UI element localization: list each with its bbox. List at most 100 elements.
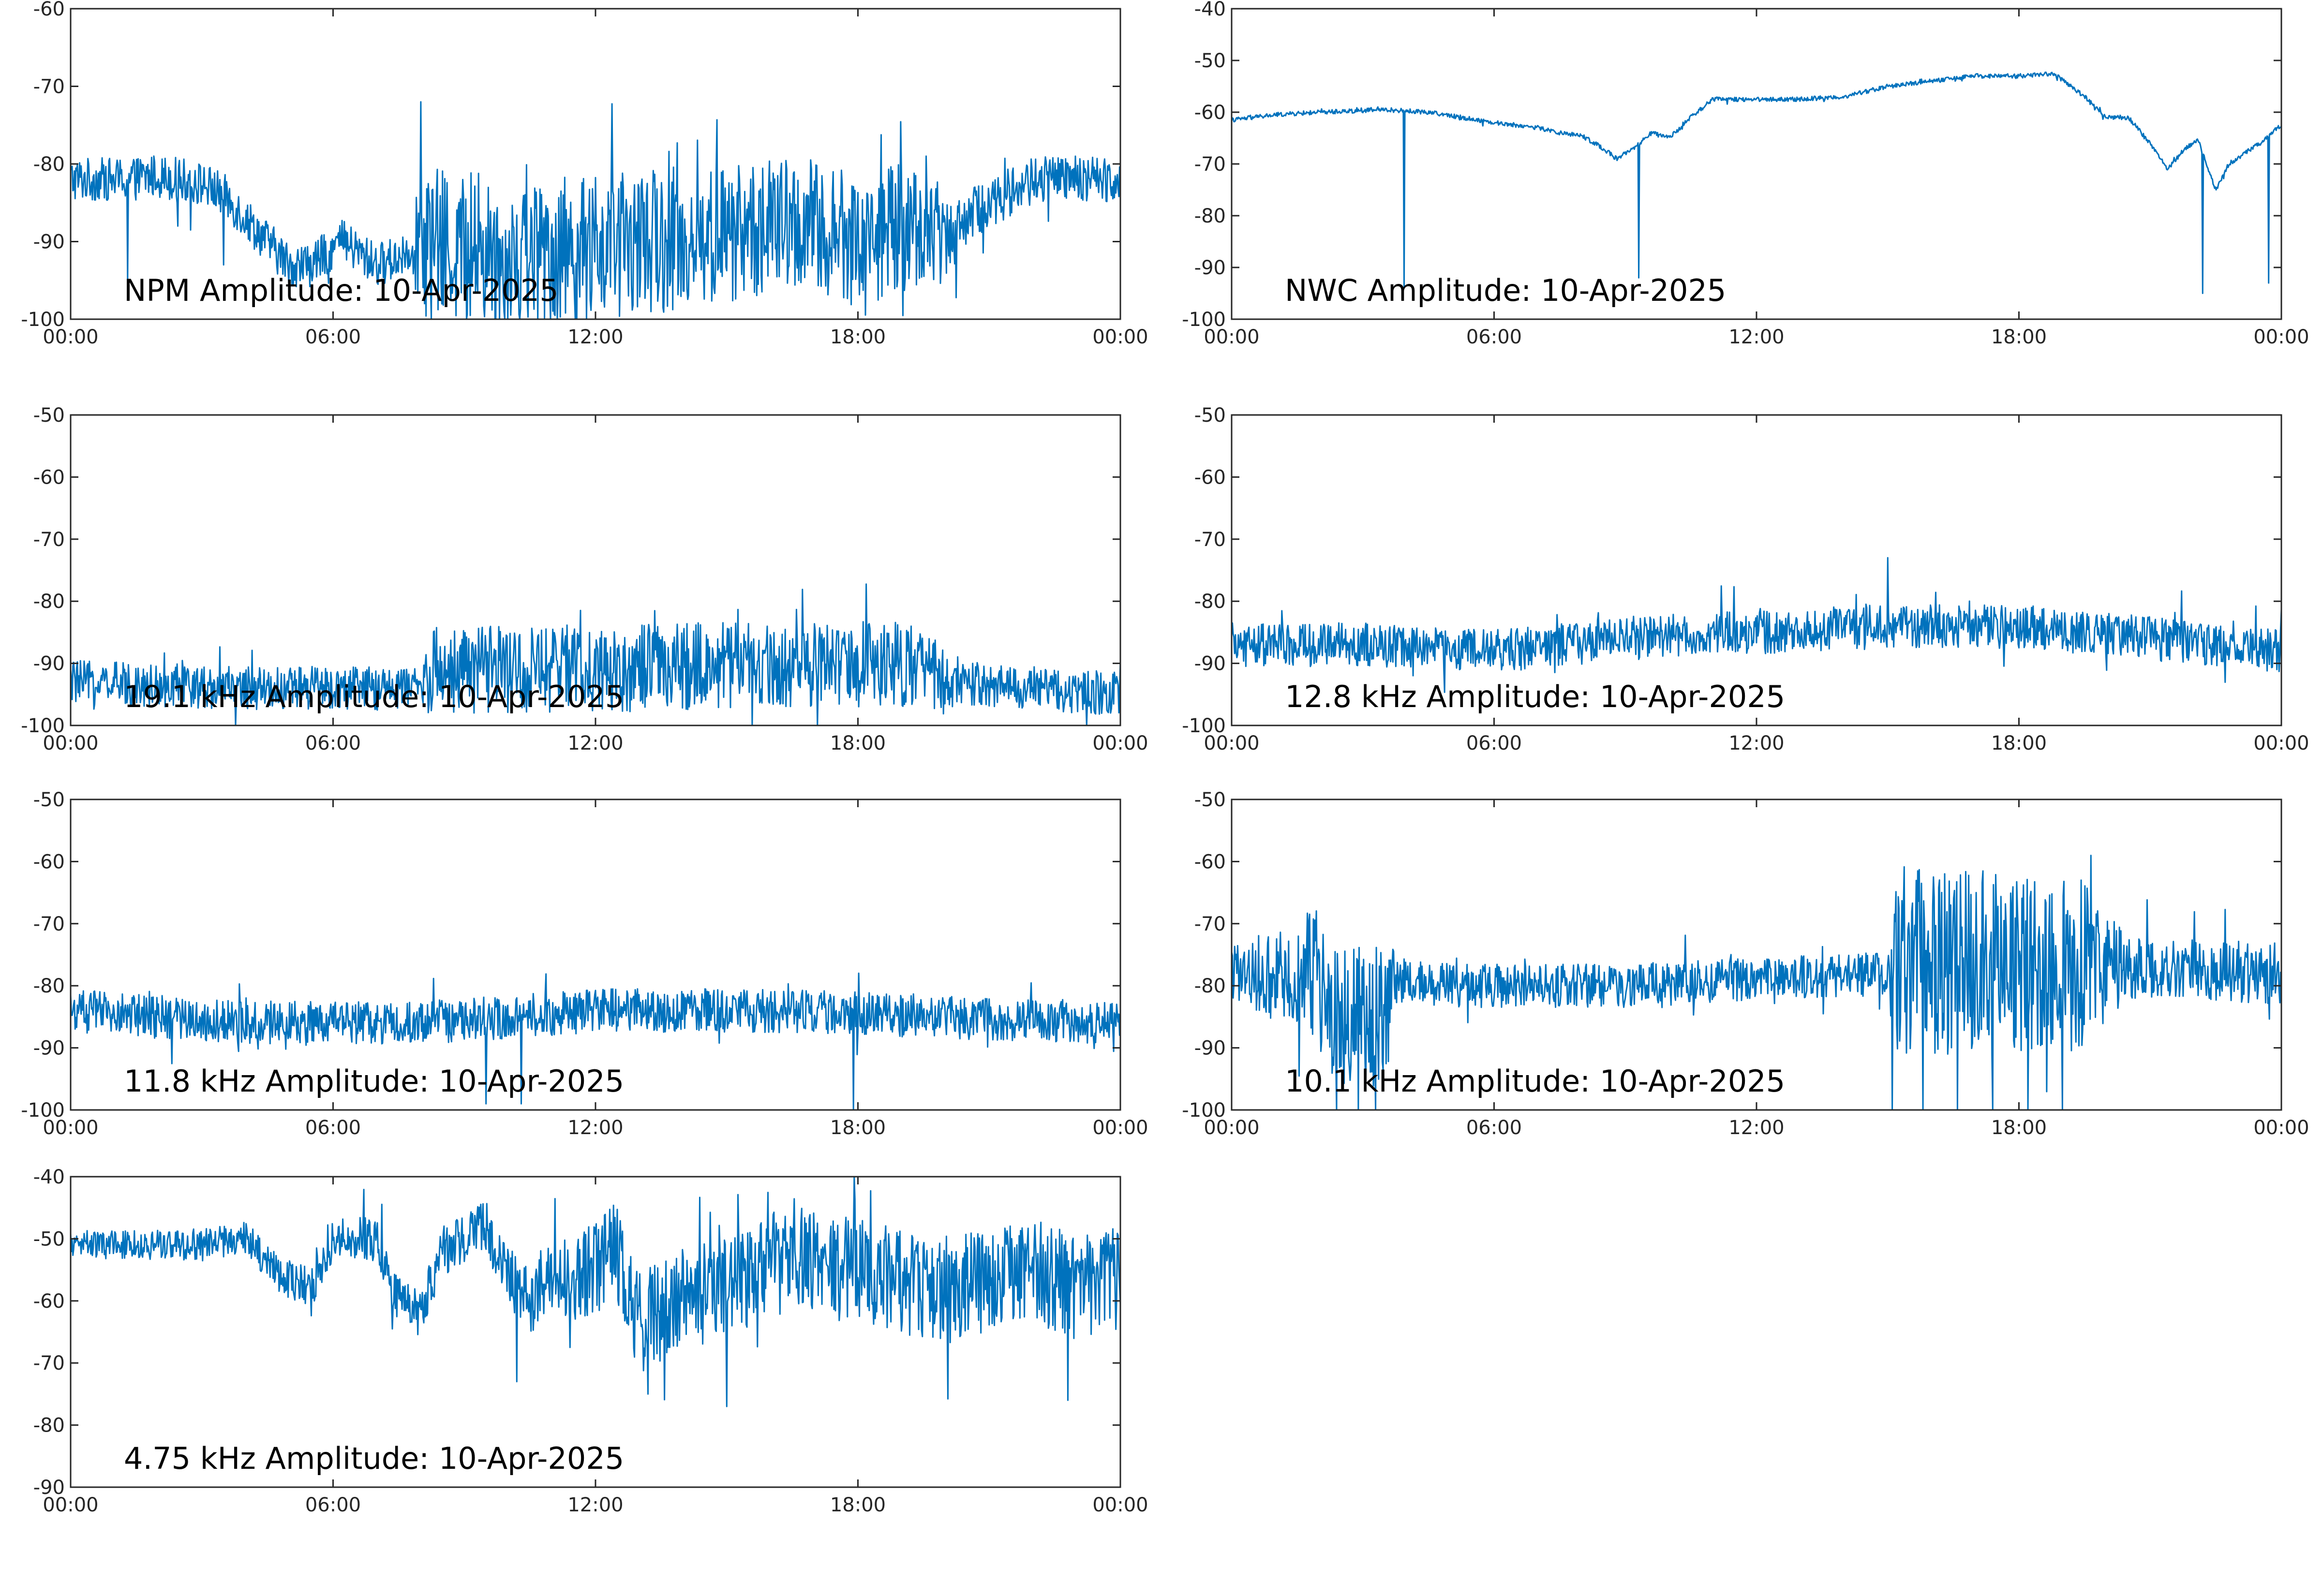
x-tick-label: 18:00	[1991, 1117, 2047, 1139]
series-line	[70, 101, 1121, 320]
x-tick-label: 18:00	[1991, 732, 2047, 754]
y-tick-label: -60	[1194, 102, 1226, 124]
y-tick-label: -80	[33, 975, 65, 997]
x-tick-label: 12:00	[567, 1494, 623, 1516]
y-tick-label: -90	[1194, 257, 1226, 279]
x-tick-label: 00:00	[2253, 732, 2309, 754]
x-tick-label: 06:00	[1466, 732, 1522, 754]
x-tick-label: 12:00	[1728, 1117, 1784, 1139]
chart-4-75-khz-amplitude: -40 -50 -60 -70 -80 -90 00:00 06:00 12:00 18:00 00…	[0, 1166, 1161, 1516]
x-tick-label: 00:00	[43, 326, 98, 348]
x-tick-label: 00:00	[1092, 1494, 1148, 1516]
chart-title: 19.1 kHz Amplitude: 10-Apr-2025	[124, 679, 624, 714]
y-tick-label: -80	[1194, 205, 1226, 227]
chart-10-1-khz-amplitude: -50 -60 -70 -80 -90 -100 00:00 06:00 12:00 18:00 0…	[1161, 789, 2322, 1139]
chart-title: NPM Amplitude: 10-Apr-2025	[124, 273, 559, 308]
chart-12-8-khz-amplitude: -50 -60 -70 -80 -90 -100 00:00 06:00 12:00 18:00 0…	[1161, 404, 2322, 754]
series-line	[1231, 557, 2282, 693]
x-tick-label: 12:00	[1728, 732, 1784, 754]
y-tick-label: -80	[33, 153, 65, 176]
y-tick-label: -40	[1194, 0, 1226, 20]
x-tick-label: 06:00	[1466, 1117, 1522, 1139]
y-tick-label: -70	[33, 529, 65, 551]
y-tick-label: -100	[1182, 309, 1226, 331]
y-tick-label: -60	[33, 0, 65, 20]
y-tick-label: -90	[33, 231, 65, 253]
x-tick-label: 12:00	[567, 1117, 623, 1139]
x-tick-label: 06:00	[305, 326, 361, 348]
chart-title: 4.75 kHz Amplitude: 10-Apr-2025	[124, 1441, 624, 1476]
y-tick-label: -100	[1182, 1099, 1226, 1122]
x-tick-label: 00:00	[1204, 1117, 1259, 1139]
y-tick-label: -100	[21, 715, 65, 737]
y-tick-label: -100	[21, 1099, 65, 1122]
y-tick-label: -80	[33, 591, 65, 613]
x-tick-label: 12:00	[1728, 326, 1784, 348]
y-tick-label: -50	[1194, 789, 1226, 811]
series-line	[1231, 71, 2282, 294]
x-tick-label: 00:00	[1204, 326, 1259, 348]
y-tick-label: -90	[1194, 1037, 1226, 1060]
y-tick-label: -80	[1194, 591, 1226, 613]
y-tick-label: -90	[33, 1037, 65, 1060]
y-tick-label: -60	[33, 466, 65, 488]
x-tick-label: 00:00	[1092, 326, 1148, 348]
x-tick-label: 12:00	[567, 326, 623, 348]
chart-title: 12.8 kHz Amplitude: 10-Apr-2025	[1285, 679, 1785, 714]
x-tick-label: 18:00	[1991, 326, 2047, 348]
y-tick-label: -50	[33, 789, 65, 811]
x-tick-label: 00:00	[1092, 1117, 1148, 1139]
x-tick-label: 00:00	[43, 732, 98, 754]
chart-19-1-khz-amplitude: -50 -60 -70 -80 -90 -100 00:00 06:00 12:00 18:00 0…	[0, 404, 1161, 754]
x-tick-label: 18:00	[830, 1494, 886, 1516]
y-tick-label: -70	[1194, 913, 1226, 935]
x-tick-label: 00:00	[43, 1494, 98, 1516]
y-tick-label: -90	[33, 653, 65, 675]
x-tick-label: 06:00	[305, 1117, 361, 1139]
y-tick-label: -80	[33, 1415, 65, 1437]
x-tick-label: 06:00	[305, 732, 361, 754]
y-tick-label: -60	[33, 851, 65, 873]
chart-npm-amplitude: -60 -70 -80 -90 -100 00:00 06:00 12:00 18:00 00:0…	[0, 0, 1161, 348]
y-tick-label: -70	[33, 1352, 65, 1374]
series-line	[70, 972, 1121, 1111]
x-tick-label: 00:00	[43, 1117, 98, 1139]
y-tick-label: -70	[1194, 529, 1226, 551]
x-tick-label: 00:00	[1204, 732, 1259, 754]
y-tick-label: -80	[1194, 975, 1226, 997]
y-tick-label: -60	[33, 1290, 65, 1313]
y-tick-label: -70	[33, 76, 65, 98]
y-tick-label: -50	[33, 404, 65, 427]
x-tick-label: 00:00	[2253, 1117, 2309, 1139]
y-tick-label: -90	[33, 1477, 65, 1499]
chart-title: 10.1 kHz Amplitude: 10-Apr-2025	[1285, 1064, 1785, 1099]
x-tick-label: 06:00	[305, 1494, 361, 1516]
series-line	[70, 583, 1121, 726]
chart-11-8-khz-amplitude: -50 -60 -70 -80 -90 -100 00:00 06:00 12:00 18:00 0…	[0, 789, 1161, 1139]
y-tick-label: -50	[33, 1228, 65, 1250]
series-line	[1231, 855, 2282, 1111]
y-tick-label: -100	[21, 309, 65, 331]
y-tick-label: -40	[33, 1166, 65, 1188]
y-tick-label: -60	[1194, 851, 1226, 873]
y-tick-label: -60	[1194, 466, 1226, 488]
y-tick-label: -50	[1194, 50, 1226, 72]
y-tick-label: -50	[1194, 404, 1226, 427]
x-tick-label: 18:00	[830, 732, 886, 754]
x-tick-label: 00:00	[1092, 732, 1148, 754]
x-tick-label: 00:00	[2253, 326, 2309, 348]
y-tick-label: -90	[1194, 653, 1226, 675]
y-tick-label: -70	[33, 913, 65, 935]
y-tick-label: -100	[1182, 715, 1226, 737]
chart-nwc-amplitude: -40 -50 -60 -70 -80 -90 -100 00:00 06:00 12:00 18:…	[1161, 0, 2322, 348]
series-line	[70, 1176, 1121, 1407]
x-tick-label: 18:00	[830, 326, 886, 348]
x-tick-label: 18:00	[830, 1117, 886, 1139]
